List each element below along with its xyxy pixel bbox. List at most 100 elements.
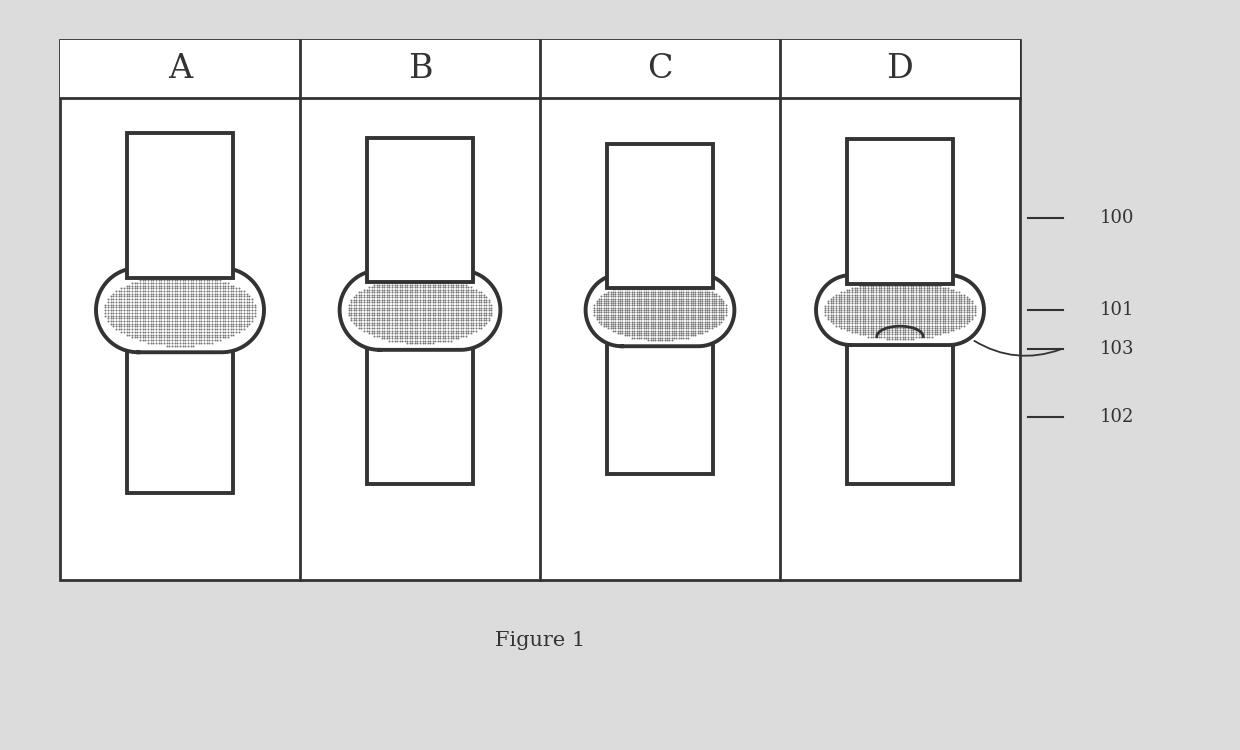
- Point: [451, 296, 471, 308]
- Point: [885, 304, 905, 316]
- Point: [413, 314, 433, 326]
- Point: [149, 312, 169, 324]
- Point: [697, 314, 717, 326]
- Point: [191, 307, 211, 319]
- Point: [428, 320, 448, 332]
- Point: [877, 310, 897, 322]
- Point: [186, 318, 206, 330]
- Point: [399, 320, 419, 332]
- Point: [893, 304, 913, 316]
- Point: [662, 286, 682, 298]
- Point: [213, 328, 233, 340]
- Point: [596, 316, 616, 328]
- Point: [601, 320, 621, 332]
- Point: [853, 280, 873, 292]
- Point: [826, 291, 846, 303]
- Point: [828, 304, 848, 316]
- Bar: [608, 325, 713, 474]
- Point: [428, 332, 448, 344]
- Point: [826, 293, 846, 305]
- Point: [218, 315, 238, 327]
- Point: [423, 320, 443, 332]
- Point: [103, 298, 123, 310]
- Point: [893, 296, 913, 307]
- Point: [237, 296, 257, 308]
- Point: [962, 306, 982, 318]
- Point: [445, 289, 465, 301]
- Point: [686, 309, 706, 321]
- Point: [112, 304, 131, 316]
- Point: [641, 297, 661, 309]
- Point: [599, 295, 619, 307]
- Point: [650, 274, 670, 286]
- Point: [435, 294, 455, 306]
- Point: [644, 288, 663, 300]
- Point: [655, 299, 675, 311]
- Point: [615, 302, 635, 313]
- Point: [165, 293, 185, 305]
- Point: [636, 295, 656, 307]
- Point: [474, 312, 494, 324]
- Point: [906, 320, 926, 332]
- Point: [613, 288, 632, 300]
- Point: [596, 311, 616, 323]
- Point: [866, 278, 885, 290]
- Point: [382, 296, 402, 308]
- Point: [624, 307, 644, 319]
- Point: [184, 285, 203, 297]
- Point: [594, 299, 614, 311]
- Point: [418, 271, 438, 283]
- Point: [686, 297, 706, 309]
- Point: [128, 285, 148, 297]
- Point: [713, 314, 733, 326]
- Point: [694, 297, 714, 309]
- Point: [125, 285, 145, 297]
- Point: [702, 290, 722, 302]
- Point: [415, 307, 435, 319]
- Point: [676, 329, 696, 341]
- Point: [423, 294, 443, 306]
- Point: [697, 284, 717, 296]
- Point: [589, 295, 609, 307]
- Point: [377, 296, 397, 308]
- Point: [885, 293, 905, 305]
- Point: [944, 284, 963, 296]
- Point: [103, 288, 123, 300]
- Point: [660, 304, 680, 316]
- Point: [898, 302, 918, 313]
- Point: [900, 320, 920, 332]
- Point: [858, 306, 878, 318]
- Point: [405, 278, 425, 290]
- Point: [683, 311, 703, 323]
- Point: [202, 304, 222, 316]
- Point: [858, 320, 878, 332]
- Point: [454, 302, 474, 313]
- Point: [879, 324, 899, 336]
- Point: [428, 299, 448, 311]
- Point: [162, 277, 182, 289]
- Point: [713, 302, 733, 313]
- Point: [888, 308, 908, 320]
- Point: [866, 326, 885, 338]
- Point: [874, 331, 894, 343]
- Point: [831, 286, 851, 298]
- Point: [919, 331, 939, 343]
- Point: [869, 300, 889, 312]
- Point: [415, 296, 435, 308]
- Point: [410, 274, 430, 286]
- Point: [613, 327, 632, 339]
- Point: [678, 327, 698, 339]
- Point: [389, 299, 409, 311]
- Point: [605, 302, 625, 313]
- Point: [904, 286, 924, 298]
- Point: [154, 320, 174, 332]
- Point: [678, 320, 698, 332]
- Point: [351, 296, 371, 308]
- Point: [629, 302, 649, 313]
- Point: [403, 271, 423, 283]
- Point: [392, 334, 412, 346]
- Point: [151, 293, 171, 305]
- Point: [377, 327, 397, 339]
- Point: [655, 284, 675, 296]
- Point: [408, 338, 428, 350]
